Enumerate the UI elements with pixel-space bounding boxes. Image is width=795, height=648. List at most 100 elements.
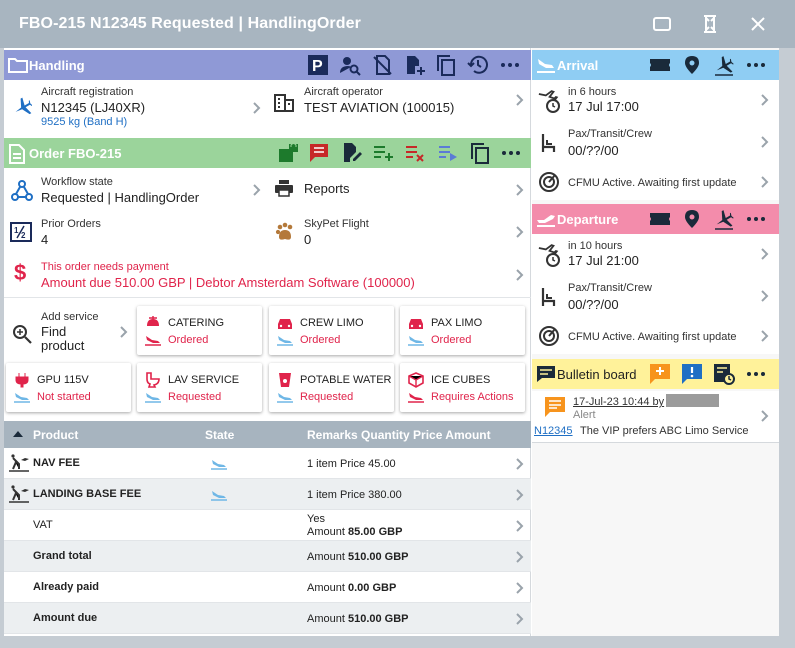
car-icon [278,319,292,329]
departure-time-chevron-icon[interactable] [760,247,770,261]
bulletin-chevron-icon[interactable] [760,409,770,423]
order-more-button[interactable] [499,141,523,165]
flight-land-icon [537,59,555,73]
departure-ticket-button[interactable] [648,207,672,231]
departure-cfmu-row[interactable]: CFMU Active. Awaiting first update [532,318,779,354]
already-paid-amount: 0.00 GBP [347,582,397,594]
row-chevron-icon[interactable] [515,488,525,502]
remove-list-button[interactable] [403,141,427,165]
reports-label[interactable]: Reports [304,181,350,196]
bulletin-add-button[interactable] [648,362,672,386]
bulletin-history-button[interactable] [712,362,736,386]
close-button[interactable] [745,12,771,36]
table-row[interactable]: NAV FEE 1 item Price 45.00 [4,448,531,479]
arrival-pax-chevron-icon[interactable] [760,135,770,149]
table-row-already-paid[interactable]: Already paid Amount 0.00 GBP [4,572,531,603]
arrival-pax-row[interactable]: Pax/Transit/Crew 00/??/00 [532,122,779,164]
order-title: Order FBO-215 [29,146,122,161]
already-paid-label: Already paid [33,581,100,593]
table-row-amount-due[interactable]: Amount due Amount 510.00 GBP [4,603,531,634]
arrival-location-button[interactable] [680,53,704,77]
arrival-ticket-button[interactable] [648,53,672,77]
edit-doc-button[interactable] [340,141,364,165]
dollar-icon: $ [14,260,27,285]
catering-icon [145,316,159,328]
parking-button[interactable]: P [306,53,330,77]
prior-orders-value[interactable]: 4 [41,232,49,247]
arrival-datetime: 17 Jul 17:00 [568,99,639,114]
arrival-time-chevron-icon[interactable] [760,93,770,107]
table-row-grand-total[interactable]: Grand total Amount 510.00 GBP [4,541,531,572]
row-chevron-icon[interactable] [515,550,525,564]
departure-location-button[interactable] [680,207,704,231]
bulletin-alert-button[interactable] [680,362,704,386]
departure-pax-chevron-icon[interactable] [760,289,770,303]
row-chevron-icon[interactable] [515,612,525,626]
departure-flight-button[interactable] [712,207,736,231]
history-button[interactable] [466,53,490,77]
comment-button[interactable] [307,141,331,165]
payment-chevron-icon[interactable] [515,268,525,282]
flight-clock-icon [538,244,560,267]
arrival-cfmu-row[interactable]: CFMU Active. Awaiting first update [532,164,779,200]
parking-icon: P [308,55,328,75]
departure-more-button[interactable] [744,207,768,231]
arrival-more-button[interactable] [744,53,768,77]
service-card-water[interactable]: POTABLE WATER Requested [269,363,394,412]
service-card-catering[interactable]: CATERING Ordered [137,306,262,355]
document-icon [9,144,25,164]
add-list-button[interactable] [371,141,395,165]
col-remarks-amount[interactable]: Remarks Quantity Price Amount [307,428,491,442]
snap-button[interactable] [697,12,723,36]
service-name: PAX LIMO [431,317,483,329]
row-chevron-icon[interactable] [515,519,525,533]
workflow-icon [11,180,33,201]
service-status: Ordered [168,334,209,346]
amount-label: Amount [307,613,345,625]
copy-button[interactable] [434,53,458,77]
departure-relative: in 10 hours [568,240,623,252]
handling-more-button[interactable] [498,53,522,77]
ice-cube-icon [408,372,424,388]
airplane-ticket-icon [715,56,734,76]
arrival-cfmu-chevron-icon[interactable] [760,175,770,189]
new-doc-button[interactable] [402,53,426,77]
departure-time-row[interactable]: in 10 hours 17 Jul 21:00 [532,234,779,276]
reports-chevron-icon[interactable] [515,183,525,197]
bulletin-link[interactable]: N12345 [534,425,573,437]
left-column: Handling P [4,48,531,636]
bulletin-item[interactable]: 17-Jul-23 10:44 by Alert N12345 The VIP … [532,391,779,443]
row-chevron-icon[interactable] [515,457,525,471]
departure-cfmu-chevron-icon[interactable] [760,329,770,343]
service-card-crew-limo[interactable]: CREW LIMO Ordered [269,306,394,355]
col-state[interactable]: State [205,428,235,442]
play-list-button[interactable] [436,141,460,165]
service-card-ice[interactable]: ICE CUBES Requires Actions [400,363,525,412]
add-service-button[interactable]: Add service Find product [4,305,132,358]
workflow-chevron-icon[interactable] [252,183,262,197]
table-row-vat[interactable]: VAT Yes Amount 85.00 GBP [4,510,531,541]
more-horiz-icon [502,151,520,155]
bulletin-more-button[interactable] [744,362,768,386]
location-pin-icon [685,56,699,74]
search-person-button[interactable] [338,53,362,77]
skypet-chevron-icon[interactable] [515,225,525,239]
arrival-flight-button[interactable] [712,53,736,77]
lock-doc-button[interactable] [276,141,300,165]
service-card-lav[interactable]: LAV SERVICE Requested [137,363,262,412]
table-row[interactable]: LANDING BASE FEE 1 item Price 380.00 [4,479,531,510]
grand-total-label: Grand total [33,550,92,562]
order-copy-button[interactable] [468,141,492,165]
restore-button[interactable] [649,12,675,36]
payment-row[interactable]: $ This order needs payment Amount due 51… [4,254,531,298]
service-card-gpu[interactable]: GPU 115V Not started [6,363,131,412]
aircraft-operator-chevron-icon[interactable] [515,93,525,107]
aircraft-registration-chevron-icon[interactable] [252,101,262,115]
col-product[interactable]: Product [33,428,79,442]
collapse-triangle-icon[interactable] [12,430,24,438]
service-card-pax-limo[interactable]: PAX LIMO Ordered [400,306,525,355]
cancel-doc-button[interactable] [370,53,394,77]
row-chevron-icon[interactable] [515,581,525,595]
departure-pax-row[interactable]: Pax/Transit/Crew 00/??/00 [532,276,779,318]
arrival-time-row[interactable]: in 6 hours 17 Jul 17:00 [532,80,779,122]
